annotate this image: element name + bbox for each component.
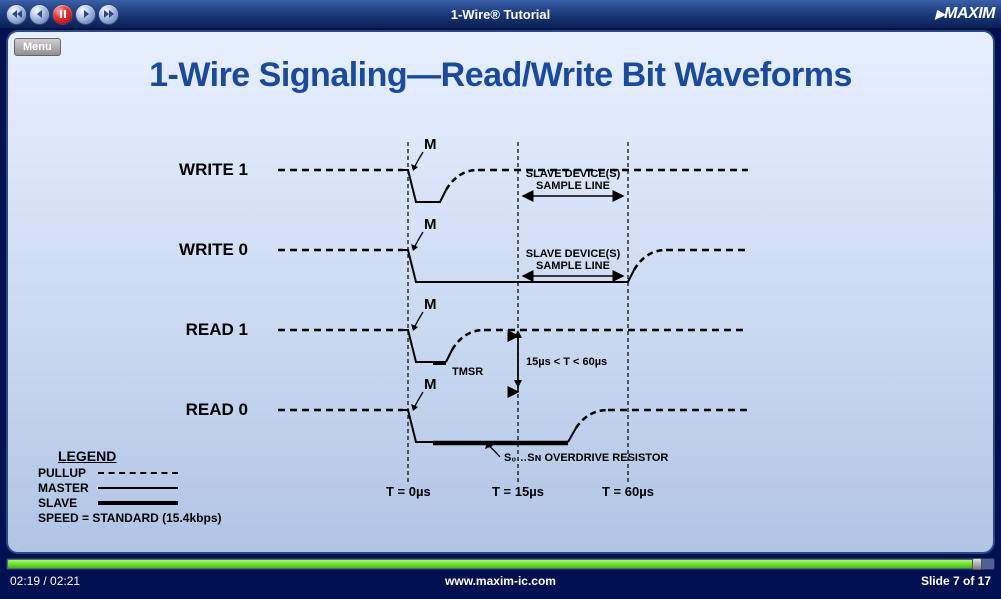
legend-row-pullup: PULLUP — [38, 466, 222, 480]
slide-frame: Menu 1-Wire Signaling—Read/Write Bit Wav… — [6, 30, 995, 554]
t0-label: T = 0µs — [386, 484, 431, 499]
overdrive-label: S₀…Sɴ OVERDRIVE RESISTOR — [504, 452, 668, 464]
sample-label-2: SLAVE DEVICE(S)SAMPLE LINE — [523, 248, 623, 272]
footer-bar: 02:19 / 02:21 www.maxim-ic.com Slide 7 o… — [0, 570, 1001, 588]
legend-row-slave: SLAVE — [38, 496, 222, 510]
slide-counter: Slide 7 of 17 — [921, 574, 991, 588]
m-marker-4: M — [424, 376, 437, 393]
rewind-button[interactable] — [6, 4, 27, 25]
m-marker-1: M — [424, 136, 437, 153]
tmsr-label: TMSR — [452, 366, 483, 378]
footer-url: www.maxim-ic.com — [445, 574, 556, 588]
play-button[interactable] — [75, 4, 96, 25]
legend: LEGEND PULLUP MASTER SLAVE SPEED = STAND… — [38, 448, 222, 526]
playback-time: 02:19 / 02:21 — [10, 574, 80, 588]
m-marker-2: M — [424, 216, 437, 233]
menu-button[interactable]: Menu — [14, 38, 61, 56]
fastfwd-button[interactable] — [98, 4, 119, 25]
m-marker-3: M — [424, 296, 437, 313]
brand-logo: ▶MAXIM — [935, 5, 995, 23]
range-label: 15µs < T < 60µs — [526, 356, 607, 368]
legend-speed: SPEED = STANDARD (15.4kbps) — [38, 511, 222, 525]
progress-bar[interactable] — [6, 558, 995, 570]
app-title: 1-Wire® Tutorial — [451, 7, 551, 22]
player-topbar: 1-Wire® Tutorial ▶MAXIM — [0, 0, 1001, 28]
t15-label: T = 15µs — [492, 484, 544, 499]
playback-controls — [6, 4, 119, 25]
sample-label-1: SLAVE DEVICE(S)SAMPLE LINE — [523, 168, 623, 192]
waveform-diagram: WRITE 1 WRITE 0 READ 1 READ 0 — [28, 112, 973, 542]
t60-label: T = 60µs — [602, 484, 654, 499]
legend-title: LEGEND — [38, 448, 222, 464]
pause-button[interactable] — [52, 4, 73, 25]
legend-row-master: MASTER — [38, 481, 222, 495]
prev-button[interactable] — [29, 4, 50, 25]
progress-fill — [8, 560, 974, 568]
slide-title: 1-Wire Signaling—Read/Write Bit Waveform… — [8, 32, 993, 95]
progress-thumb[interactable] — [972, 558, 982, 570]
